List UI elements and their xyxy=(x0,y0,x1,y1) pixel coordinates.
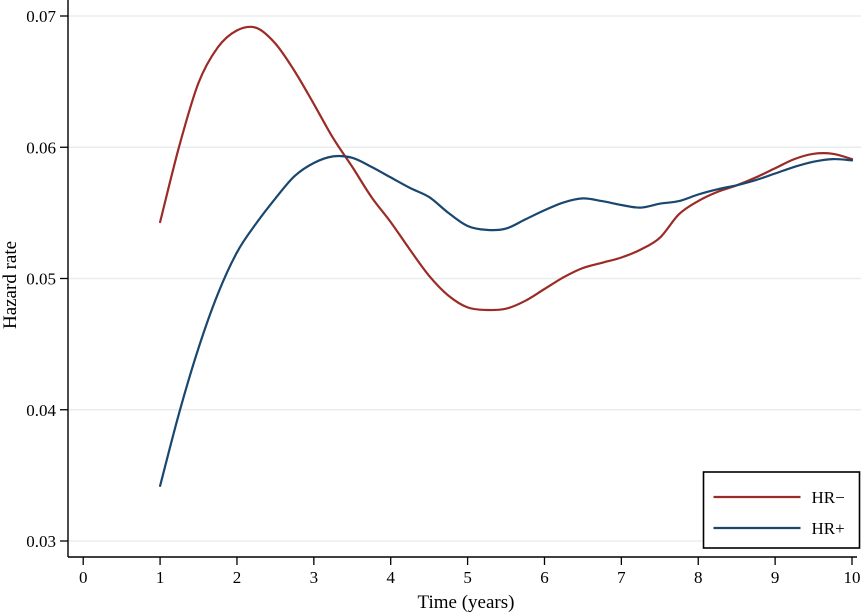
tick-marks-and-labels: 0.03 0.04 0.05 0.06 0.07 0 1 2 3 4 5 6 7 8 9 10 xyxy=(26,7,860,587)
legend-label: HR− xyxy=(812,488,845,507)
y-axis-title: Hazard rate xyxy=(0,241,21,329)
hr-plus-line xyxy=(159,154,854,487)
x-tick-label: 1 xyxy=(156,568,165,587)
legend-label: HR+ xyxy=(812,519,845,538)
x-axis-title: Time (years) xyxy=(418,592,515,613)
x-tick-label: 0 xyxy=(79,568,88,587)
y-tick-label: 0.05 xyxy=(26,270,56,289)
y-tick-label: 0.03 xyxy=(26,532,56,551)
legend: HR− HR+ xyxy=(702,471,861,549)
x-tick-label: 9 xyxy=(771,568,780,587)
x-tick-label: 10 xyxy=(844,568,861,587)
x-tick-label: 6 xyxy=(540,568,549,587)
y-tick-label: 0.06 xyxy=(26,138,56,157)
x-tick-label: 8 xyxy=(694,568,703,587)
x-tick-label: 3 xyxy=(310,568,319,587)
gridlines xyxy=(68,15,861,542)
y-tick-label: 0.04 xyxy=(26,401,56,420)
hr-minus-line xyxy=(159,25,854,312)
legend-box xyxy=(702,471,861,549)
x-tick-label: 7 xyxy=(617,568,626,587)
x-tick-label: 5 xyxy=(463,568,472,587)
y-tick-label: 0.07 xyxy=(26,7,56,26)
x-tick-label: 4 xyxy=(386,568,395,587)
x-tick-label: 2 xyxy=(233,568,242,587)
series-lines xyxy=(159,25,854,487)
